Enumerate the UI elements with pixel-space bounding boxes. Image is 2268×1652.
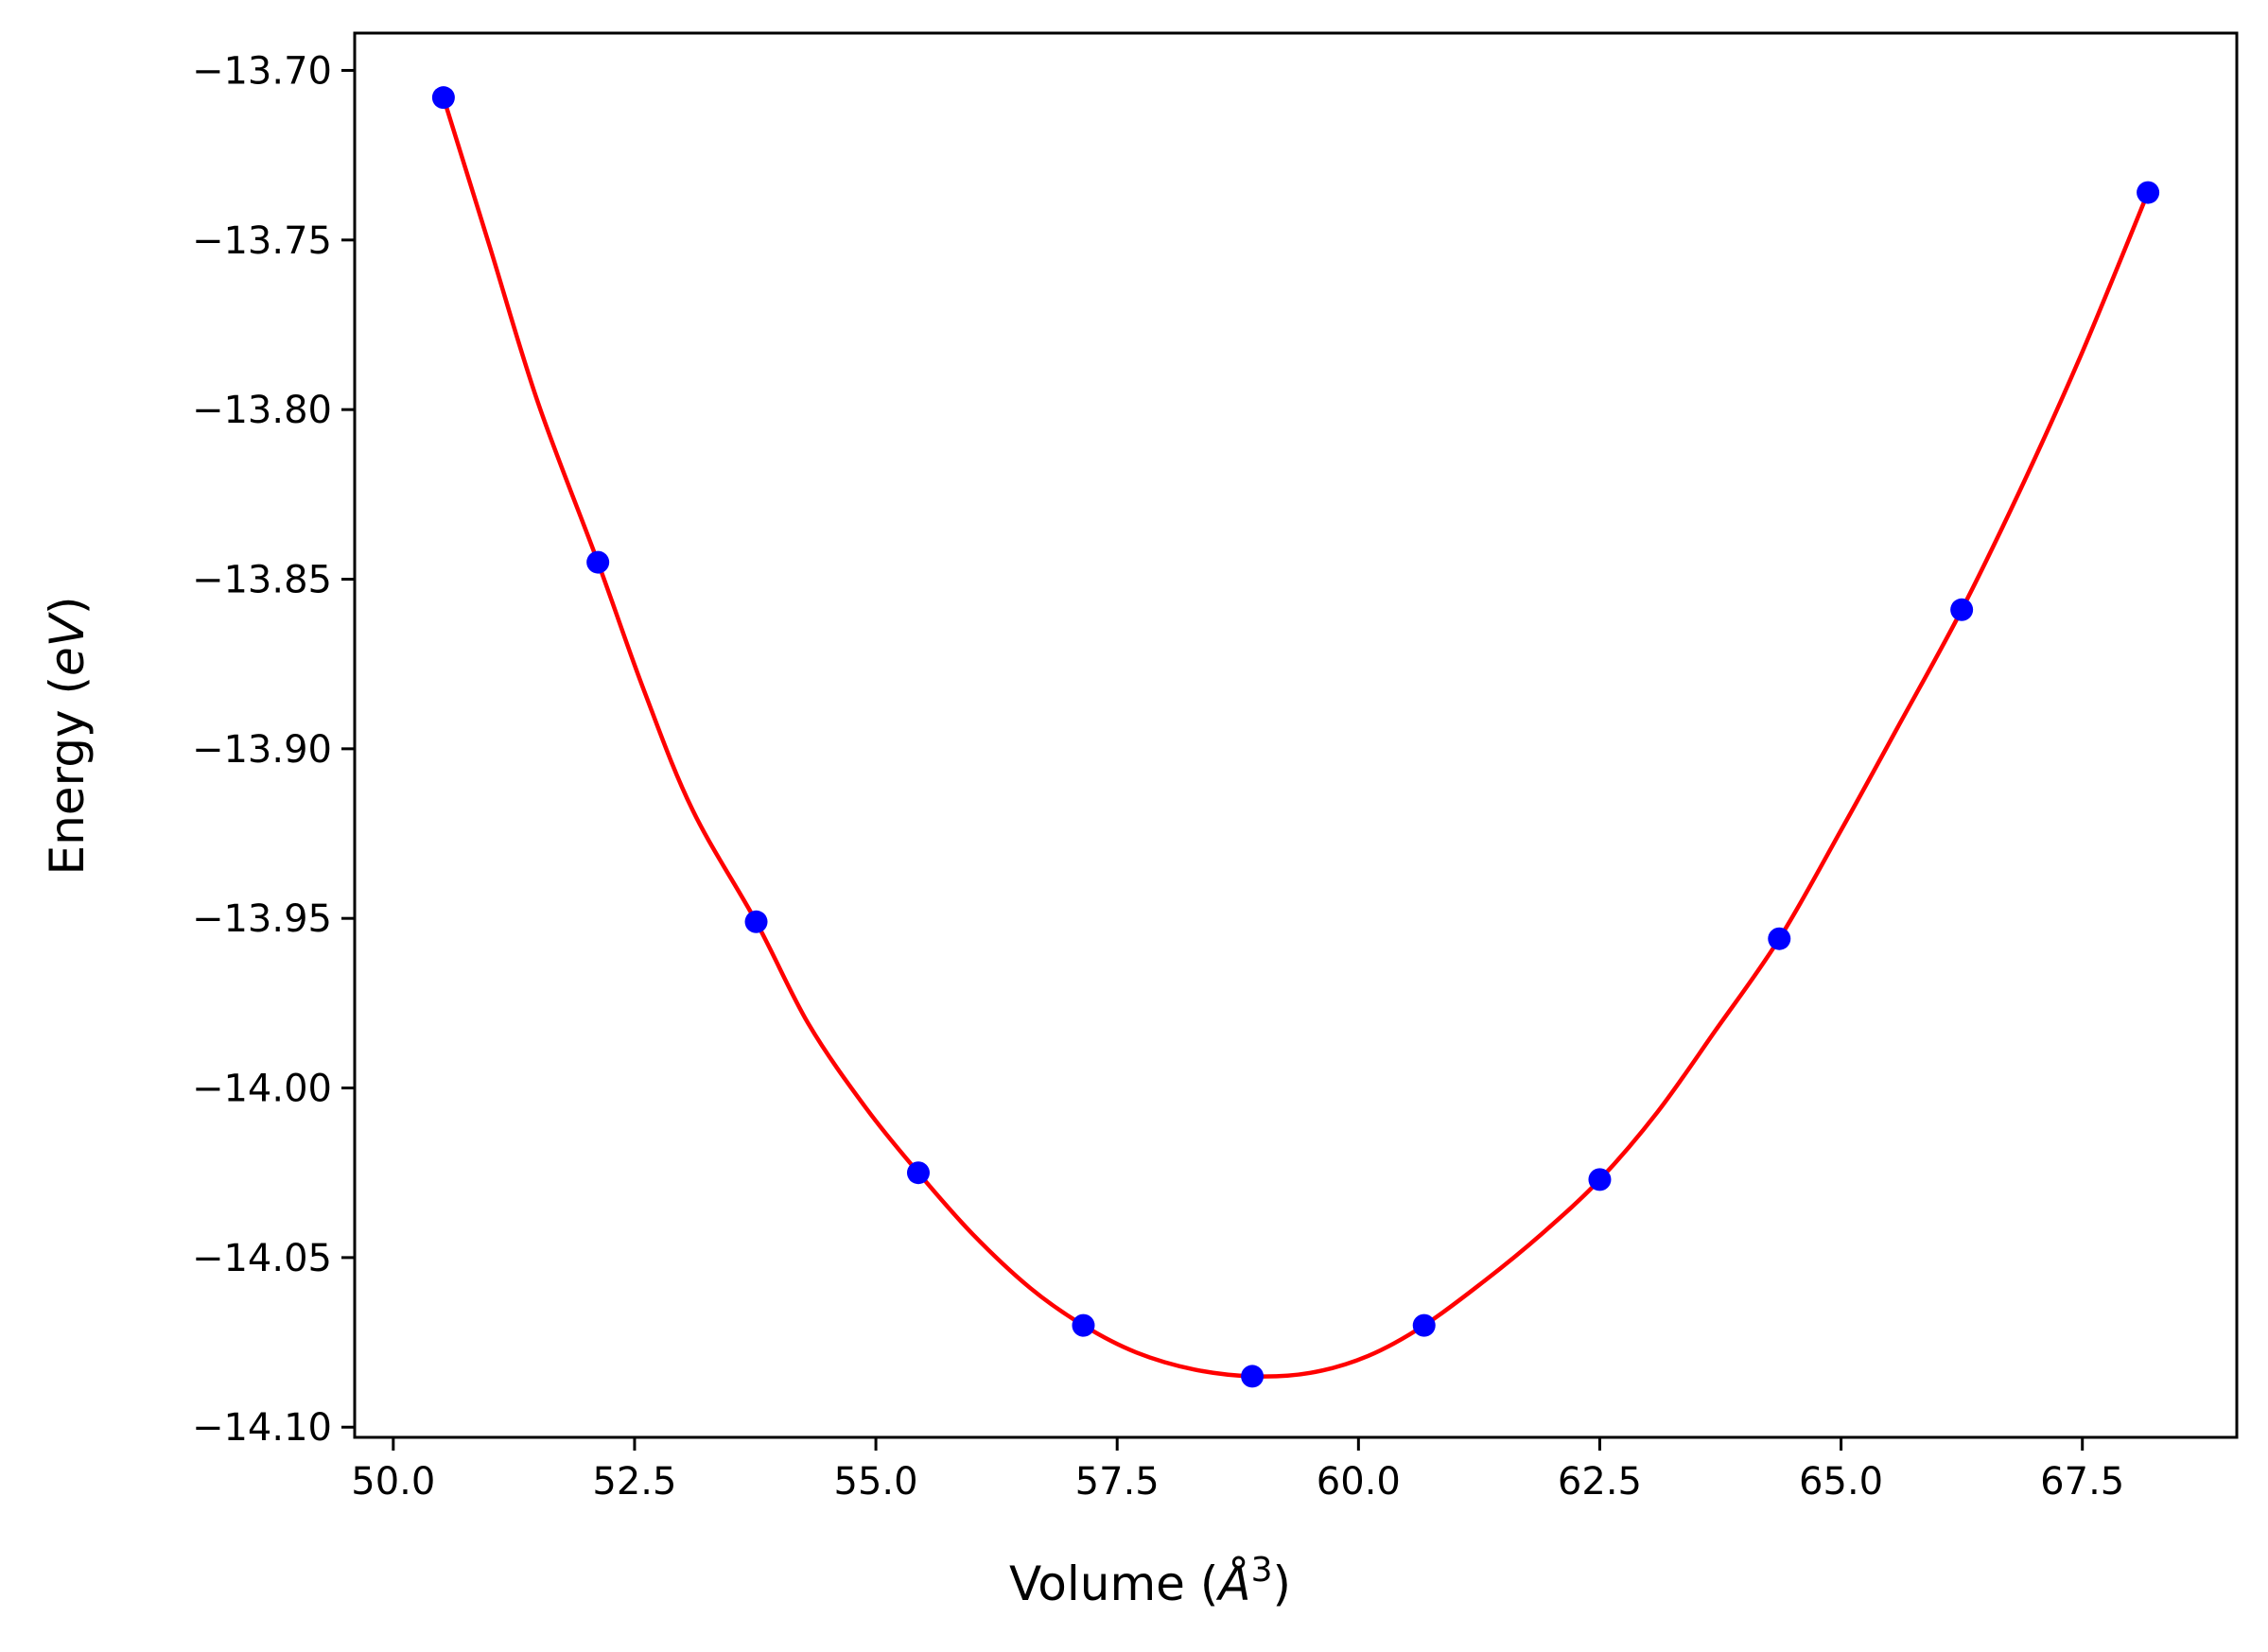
x-axis-title-text: Volume [1009,1556,1185,1611]
x-tick-label: 60.0 [1317,1460,1401,1504]
x-axis-ticks: 50.0 52.5 55.0 57.5 60.0 62.5 65.0 67.5 [351,1437,2124,1504]
y-tick-label: −13.70 [192,49,332,93]
data-point [906,1161,930,1185]
x-tick-label: 57.5 [1075,1460,1160,1504]
y-axis-title: Energy (eV) [40,597,95,876]
y-tick-label: −13.90 [192,728,332,772]
data-point [1412,1313,1436,1337]
y-tick-label: −14.00 [192,1068,332,1111]
data-point [431,86,455,110]
data-point [1768,927,1791,950]
x-axis-title: Volume (Å3) [1009,1551,1291,1611]
data-point [2137,181,2160,204]
x-tick-label: 67.5 [2040,1460,2124,1504]
x-tick-label: 65.0 [1799,1460,1883,1504]
plot-area [353,31,2239,1439]
data-point [744,910,768,933]
data-point [1241,1365,1265,1388]
y-axis-ticks: −13.70 −13.75 −13.80 −13.85 −13.90 −13.95 −14.… [192,49,355,1450]
x-axis-unit: Å [1215,1556,1250,1611]
y-tick-label: −14.05 [192,1237,332,1280]
y-tick-label: −13.95 [192,897,332,941]
axes-frame [353,31,2239,1439]
y-tick-label: −14.10 [192,1406,332,1450]
x-tick-label: 55.0 [834,1460,918,1504]
y-tick-label: −13.80 [192,389,332,432]
y-tick-label: −13.85 [192,559,332,602]
x-tick-label: 62.5 [1558,1460,1642,1504]
data-point [1072,1313,1095,1337]
data-point [1950,598,1974,621]
x-axis-unit-exponent: 3 [1251,1551,1273,1590]
x-tick-label: 52.5 [592,1460,676,1504]
y-axis-unit: eV [40,611,95,676]
y-axis-title-text: Energy [40,709,95,875]
data-points-layer [431,86,2160,1388]
x-tick-label: 50.0 [351,1460,435,1504]
data-point [586,550,610,574]
data-point [1588,1168,1612,1191]
y-tick-label: −13.75 [192,219,332,263]
